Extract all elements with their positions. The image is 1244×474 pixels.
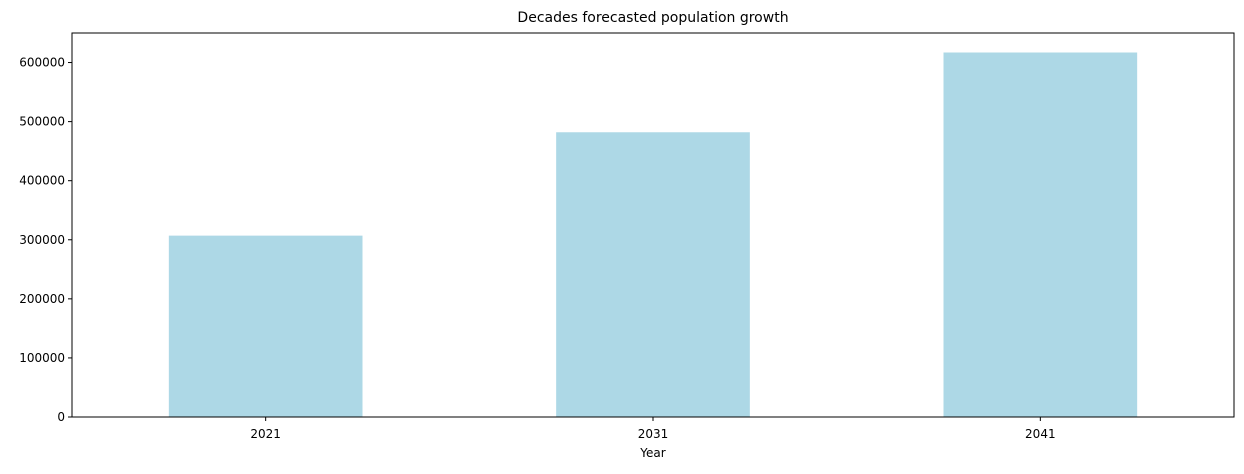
x-tick-label: 2021 <box>250 427 281 441</box>
bar-2031 <box>556 132 750 417</box>
bar-2021 <box>168 235 363 417</box>
bars-layer <box>168 52 1138 417</box>
chart-title: Decades forecasted population growth <box>517 10 788 26</box>
y-tick-label: 500000 <box>19 115 65 129</box>
x-tick-label: 2031 <box>638 427 669 441</box>
y-tick-label: 600000 <box>19 56 65 70</box>
bar-2041 <box>943 52 1138 417</box>
ticks-layer: 0 100000 200000 300000 400000 500000 600000 202… <box>19 56 1055 441</box>
y-tick-label: 0 <box>57 410 65 424</box>
x-axis-label: Year <box>639 446 665 460</box>
x-tick-label: 2041 <box>1025 427 1056 441</box>
y-tick-label: 200000 <box>19 292 65 306</box>
y-tick-label: 100000 <box>19 351 65 365</box>
y-tick-label: 300000 <box>19 233 65 247</box>
y-tick-label: 400000 <box>19 174 65 188</box>
